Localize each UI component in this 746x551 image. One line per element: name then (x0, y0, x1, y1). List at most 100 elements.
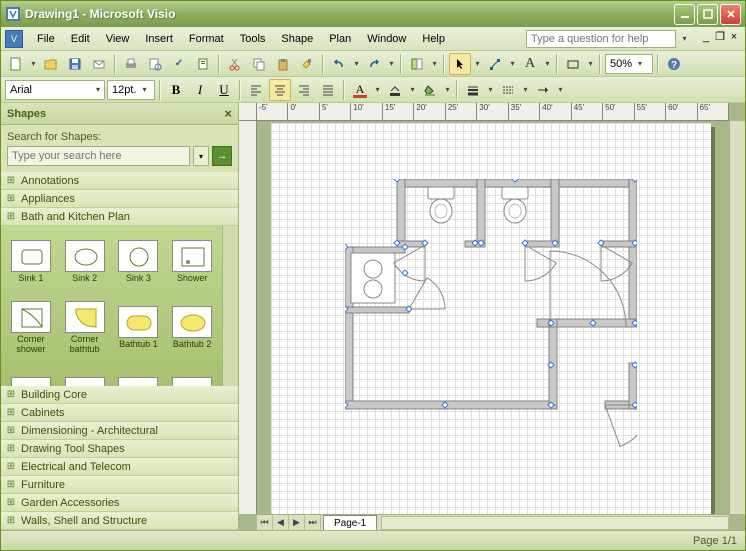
stencil-row[interactable]: ⊞Cabinets (1, 404, 238, 422)
line-color-button[interactable] (384, 79, 406, 101)
rectangle-tool-button[interactable] (562, 53, 584, 75)
new-button[interactable] (5, 53, 27, 75)
horizontal-scrollbar[interactable] (381, 516, 729, 530)
font-name-combo[interactable]: Arial▾ (5, 80, 105, 100)
new-dropdown[interactable]: ▾ (29, 53, 38, 75)
rectangle-dropdown[interactable]: ▾ (586, 53, 595, 75)
connector-tool-button[interactable] (484, 53, 506, 75)
help-button[interactable]: ? (663, 53, 685, 75)
menu-tools[interactable]: Tools (232, 30, 274, 48)
doc-restore-button[interactable]: ❐ (713, 32, 727, 46)
line-weight-button[interactable] (462, 79, 484, 101)
doc-minimize-button[interactable]: _ (699, 32, 713, 46)
menu-insert[interactable]: Insert (137, 30, 181, 48)
first-page-button[interactable]: ⏮ (257, 515, 273, 531)
font-color-button[interactable]: A (349, 79, 371, 101)
stencil-row[interactable]: ⊞Building Core (1, 386, 238, 404)
stencil-row[interactable]: ⊞Garden Accessories (1, 494, 238, 512)
fill-color-button[interactable] (419, 79, 441, 101)
floorplan-drawing[interactable] (345, 179, 637, 449)
next-page-button[interactable]: ▶ (289, 515, 305, 531)
stencil-row[interactable]: ⊞Walls, Shell and Structure (1, 512, 238, 530)
line-ends-dropdown[interactable]: ▾ (556, 79, 565, 101)
redo-button[interactable] (363, 53, 385, 75)
align-justify-button[interactable] (317, 79, 339, 101)
text-dropdown[interactable]: ▾ (543, 53, 552, 75)
undo-dropdown[interactable]: ▾ (352, 53, 361, 75)
stencil-row[interactable]: ⊞Dimensioning - Architectural (1, 422, 238, 440)
search-go-button[interactable]: → (212, 146, 232, 166)
print-button[interactable] (120, 53, 142, 75)
format-painter-button[interactable] (296, 53, 318, 75)
save-button[interactable] (64, 53, 86, 75)
line-weight-dropdown[interactable]: ▾ (486, 79, 495, 101)
menu-window[interactable]: Window (359, 30, 414, 48)
text-tool-button[interactable]: A (519, 53, 541, 75)
maximize-button[interactable] (697, 4, 718, 25)
search-dropdown-icon[interactable]: ▾ (193, 146, 209, 166)
vertical-scrollbar[interactable] (729, 121, 745, 514)
shapes-panel-header[interactable]: Shapes × (1, 103, 238, 125)
help-dropdown-icon[interactable]: ▾ (680, 28, 689, 50)
font-size-combo[interactable]: 12pt.▾ (107, 80, 155, 100)
shapes-window-button[interactable] (406, 53, 428, 75)
stencil-row[interactable]: ⊞Bath and Kitchen Plan (1, 208, 238, 226)
email-button[interactable] (88, 53, 110, 75)
redo-dropdown[interactable]: ▾ (387, 53, 396, 75)
print-preview-button[interactable] (144, 53, 166, 75)
align-center-button[interactable] (269, 79, 291, 101)
copy-button[interactable] (248, 53, 270, 75)
menu-shape[interactable]: Shape (273, 30, 321, 48)
open-button[interactable] (40, 53, 62, 75)
align-right-button[interactable] (293, 79, 315, 101)
canvas-viewport[interactable] (257, 121, 729, 514)
align-left-button[interactable] (245, 79, 267, 101)
fill-color-dropdown[interactable]: ▾ (443, 79, 452, 101)
shape-master[interactable]: Sink 2 (59, 230, 111, 294)
last-page-button[interactable]: ⏭ (305, 515, 321, 531)
research-button[interactable] (192, 53, 214, 75)
connector-dropdown[interactable]: ▾ (508, 53, 517, 75)
line-ends-button[interactable] (532, 79, 554, 101)
shapes-search-input[interactable] (7, 146, 190, 166)
drawing-page[interactable] (271, 123, 711, 514)
shape-master[interactable]: Sink 3 (113, 230, 165, 294)
menu-help[interactable]: Help (414, 30, 453, 48)
help-search-input[interactable] (526, 30, 676, 48)
menu-plan[interactable]: Plan (321, 30, 359, 48)
stencil-row[interactable]: ⊞Appliances (1, 190, 238, 208)
underline-button[interactable]: U (213, 79, 235, 101)
line-color-dropdown[interactable]: ▾ (408, 79, 417, 101)
shape-master[interactable]: Bathtub 1 (113, 296, 165, 360)
spelling-button[interactable]: ✓ (168, 53, 190, 75)
shapes-panel-close-icon[interactable]: × (224, 106, 232, 121)
shape-master[interactable]: Shower (166, 230, 218, 294)
shape-master[interactable]: Corner shower (5, 296, 57, 360)
stencil-row[interactable]: ⊞Annotations (1, 172, 238, 190)
page-tab-1[interactable]: Page-1 (323, 515, 377, 531)
shape-master[interactable]: Corner bathtub (59, 296, 111, 360)
stencil-row[interactable]: ⊞Drawing Tool Shapes (1, 440, 238, 458)
doc-close-button[interactable]: × (727, 32, 741, 46)
stencil-row[interactable]: ⊞Furniture (1, 476, 238, 494)
shape-master[interactable]: Bathtub 2 (166, 296, 218, 360)
menu-view[interactable]: View (98, 30, 138, 48)
doc-icon[interactable]: V (5, 30, 23, 48)
line-pattern-button[interactable] (497, 79, 519, 101)
line-pattern-dropdown[interactable]: ▾ (521, 79, 530, 101)
prev-page-button[interactable]: ◀ (273, 515, 289, 531)
shape-master[interactable]: Sink 1 (5, 230, 57, 294)
titlebar[interactable]: Drawing1 - Microsoft Visio (1, 1, 745, 27)
italic-button[interactable]: I (189, 79, 211, 101)
zoom-combo[interactable]: 50%▾ (605, 54, 653, 74)
pointer-tool-button[interactable] (449, 53, 471, 75)
bold-button[interactable]: B (165, 79, 187, 101)
vertical-ruler[interactable] (239, 121, 257, 514)
cut-button[interactable] (224, 53, 246, 75)
pointer-dropdown[interactable]: ▾ (473, 53, 482, 75)
menu-format[interactable]: Format (181, 30, 232, 48)
close-button[interactable] (720, 4, 741, 25)
menu-file[interactable]: File (29, 30, 63, 48)
stencil-row[interactable]: ⊞Electrical and Telecom (1, 458, 238, 476)
paste-button[interactable] (272, 53, 294, 75)
